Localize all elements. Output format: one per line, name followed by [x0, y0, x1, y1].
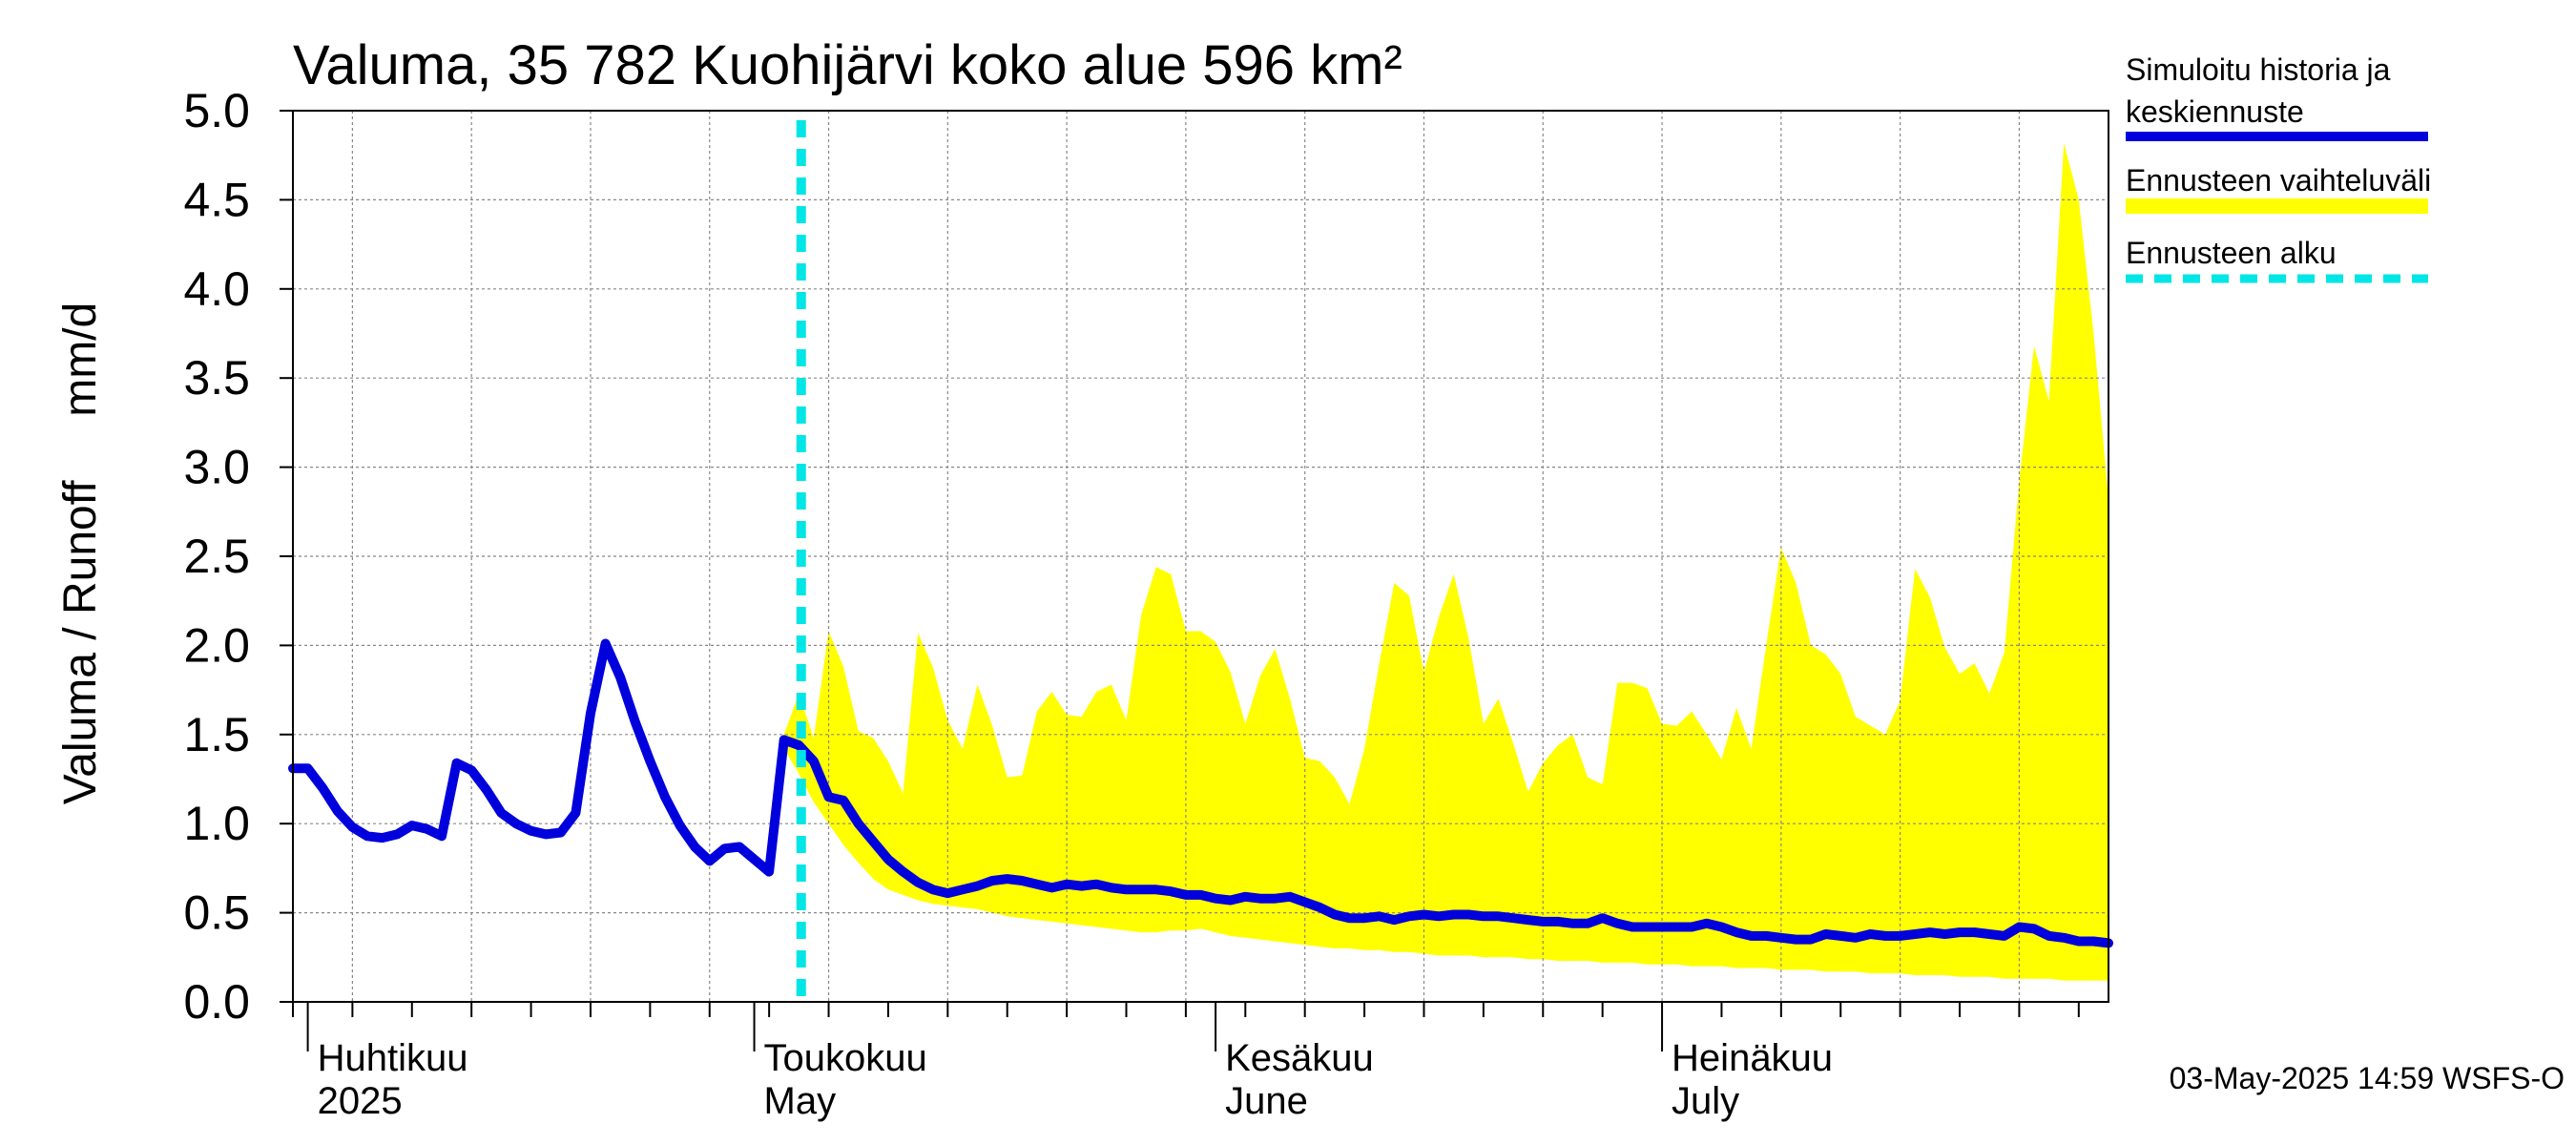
forecast-range-band — [783, 142, 2109, 981]
x-month-label-en: June — [1225, 1080, 1308, 1122]
legend-label-forecast-start: Ennusteen alku — [2126, 236, 2337, 270]
x-month-label-en: July — [1672, 1080, 1739, 1122]
legend-label-simulated-line2: keskiennuste — [2126, 94, 2304, 129]
y-tick-label: 2.0 — [183, 618, 250, 672]
axis-layer: 0.0 0.5 1.0 1.5 2.0 2.5 3.0 3.5 4.0 4.5 5.0 Huhtiku… — [183, 84, 2109, 1122]
footer-timestamp: 03-May-2025 14:59 WSFS-O — [2170, 1061, 2565, 1095]
y-tick-label: 1.5 — [183, 708, 250, 761]
legend-label-range: Ennusteen vaihteluväli — [2126, 163, 2431, 198]
chart-title: Valuma, 35 782 Kuohijärvi koko alue 596 … — [293, 34, 1402, 96]
x-month-label-fi: Kesäkuu — [1225, 1037, 1374, 1079]
y-tick-label: 4.5 — [183, 173, 250, 226]
y-tick-label: 0.0 — [183, 975, 250, 1029]
x-month-label-fi: Huhtikuu — [318, 1037, 468, 1079]
y-tick-label: 1.0 — [183, 797, 250, 850]
forecast-range-layer — [783, 142, 2109, 981]
legend-label-simulated-line1: Simuloitu historia ja — [2126, 52, 2391, 87]
legend-swatch-range — [2126, 198, 2428, 214]
x-month-label-fi: Heinäkuu — [1672, 1037, 1833, 1079]
x-month-label-en: May — [764, 1080, 837, 1122]
y-axis-label: Valuma / Runoff mm/d — [55, 302, 106, 804]
y-tick-label: 0.5 — [183, 886, 250, 940]
y-tick-label: 4.0 — [183, 262, 250, 316]
series-layer — [288, 120, 2113, 1002]
y-tick-label: 5.0 — [183, 84, 250, 137]
y-tick-label: 3.5 — [183, 351, 250, 405]
legend: Simuloitu historia ja keskiennuste Ennus… — [2126, 52, 2431, 283]
x-month-label-en: 2025 — [318, 1080, 403, 1122]
series-line-simulated — [288, 638, 2113, 948]
y-tick-label: 2.5 — [183, 530, 250, 583]
x-month-label-fi: Toukokuu — [764, 1037, 927, 1079]
y-tick-label: 3.0 — [183, 441, 250, 494]
